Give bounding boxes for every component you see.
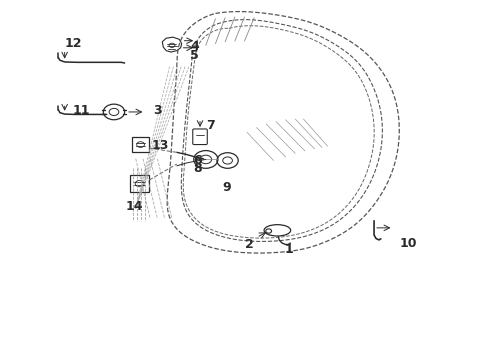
- Text: 11: 11: [73, 104, 90, 117]
- Text: 13: 13: [151, 139, 169, 152]
- Text: 1: 1: [284, 243, 292, 256]
- Text: 10: 10: [398, 237, 416, 250]
- Text: 6: 6: [193, 154, 202, 167]
- Text: 2: 2: [244, 238, 253, 252]
- Text: 12: 12: [64, 37, 82, 50]
- Text: 7: 7: [205, 119, 214, 132]
- Text: 3: 3: [153, 104, 162, 117]
- Text: 8: 8: [193, 162, 202, 175]
- Text: 4: 4: [190, 40, 199, 53]
- Text: 14: 14: [125, 200, 142, 213]
- Text: 5: 5: [190, 49, 199, 62]
- Text: 9: 9: [223, 181, 231, 194]
